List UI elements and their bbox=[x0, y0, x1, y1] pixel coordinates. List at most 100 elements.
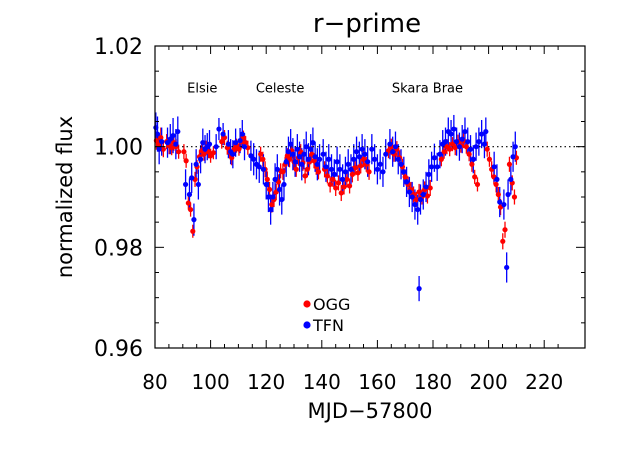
data-point-ogg bbox=[502, 227, 508, 233]
data-point-tfn bbox=[164, 140, 171, 146]
data-point-tfn bbox=[154, 131, 161, 137]
data-point-ogg bbox=[344, 176, 350, 182]
data-point-tfn bbox=[312, 154, 318, 160]
data-point-ogg bbox=[427, 185, 433, 191]
data-point-tfn bbox=[251, 156, 257, 162]
data-point-ogg bbox=[176, 149, 182, 155]
data-point-tfn bbox=[337, 166, 343, 172]
chart-title: r−prime bbox=[313, 9, 421, 39]
data-point-ogg bbox=[201, 151, 207, 157]
data-point-ogg bbox=[190, 228, 196, 234]
data-point-tfn bbox=[426, 171, 432, 177]
legend-marker-ogg bbox=[303, 300, 311, 308]
data-point-ogg bbox=[495, 191, 501, 198]
data-point-ogg bbox=[438, 156, 444, 162]
data-point-tfn bbox=[296, 154, 303, 160]
data-point-tfn bbox=[173, 141, 179, 147]
data-point-ogg bbox=[266, 186, 273, 193]
data-point-ogg bbox=[441, 149, 447, 155]
data-point-ogg bbox=[500, 238, 506, 244]
data-point-tfn bbox=[390, 149, 396, 155]
data-point-tfn bbox=[417, 196, 424, 203]
x-tick-label: 120 bbox=[247, 370, 285, 394]
x-tick-label: 80 bbox=[142, 370, 167, 394]
x-tick-label: 180 bbox=[414, 370, 452, 394]
legend: OGG TFN bbox=[303, 295, 350, 335]
data-point-tfn bbox=[248, 153, 254, 159]
data-point-tfn bbox=[182, 181, 189, 188]
data-point-tfn bbox=[465, 139, 471, 145]
data-point-tfn bbox=[451, 126, 457, 132]
data-point-tfn bbox=[200, 140, 206, 146]
data-point-tfn bbox=[420, 191, 426, 198]
data-point-ogg bbox=[349, 171, 355, 177]
data-point-ogg bbox=[293, 166, 299, 172]
data-point-tfn bbox=[237, 138, 243, 144]
data-point-ogg bbox=[304, 166, 310, 172]
data-point-tfn bbox=[314, 161, 320, 167]
data-point-tfn bbox=[512, 144, 518, 150]
data-point-tfn bbox=[501, 201, 507, 208]
data-point-ogg bbox=[402, 174, 408, 180]
data-point-tfn bbox=[326, 156, 332, 162]
x-tick-label: 200 bbox=[470, 370, 508, 394]
data-point-tfn bbox=[276, 186, 283, 193]
data-point-tfn bbox=[281, 181, 287, 188]
data-point-ogg bbox=[358, 163, 364, 169]
data-point-tfn bbox=[159, 139, 165, 145]
data-point-tfn bbox=[348, 166, 354, 172]
data-point-tfn bbox=[483, 128, 489, 135]
data-point-ogg bbox=[243, 140, 249, 146]
data-point-tfn bbox=[473, 144, 479, 150]
data-point-tfn bbox=[175, 128, 181, 135]
data-point-ogg bbox=[264, 176, 270, 182]
data-point-ogg bbox=[315, 169, 322, 175]
data-point-tfn bbox=[334, 159, 340, 165]
data-point-ogg bbox=[280, 169, 286, 175]
data-point-ogg bbox=[385, 148, 392, 154]
data-point-tfn bbox=[372, 156, 378, 162]
x-tick-label: 220 bbox=[525, 370, 563, 394]
data-point-ogg bbox=[347, 183, 353, 189]
data-point-tfn bbox=[241, 144, 248, 150]
data-point-tfn bbox=[356, 154, 362, 160]
data-point-tfn bbox=[412, 201, 418, 208]
data-point-ogg bbox=[338, 190, 344, 196]
data-point-ogg bbox=[463, 144, 469, 150]
y-tick-label: 1.00 bbox=[94, 136, 143, 161]
data-point-tfn bbox=[380, 169, 386, 175]
data-point-tfn bbox=[301, 151, 307, 157]
data-point-tfn bbox=[456, 144, 463, 150]
data-point-tfn bbox=[459, 136, 465, 142]
data-point-tfn bbox=[320, 151, 326, 157]
x-tick-label: 100 bbox=[192, 370, 230, 394]
data-point-ogg bbox=[469, 161, 475, 167]
data-point-tfn bbox=[454, 139, 460, 145]
data-point-tfn bbox=[170, 132, 176, 139]
data-point-ogg bbox=[355, 170, 361, 176]
data-point-tfn bbox=[256, 164, 262, 170]
data-point-tfn bbox=[299, 161, 305, 167]
data-point-tfn bbox=[362, 151, 368, 157]
data-point-tfn bbox=[395, 156, 401, 162]
data-point-tfn bbox=[429, 164, 435, 170]
data-point-ogg bbox=[260, 156, 266, 162]
data-point-tfn bbox=[153, 124, 159, 131]
x-axis-ticks: 80 100 120 140 160 180 200 220 bbox=[142, 46, 563, 394]
data-point-tfn bbox=[392, 144, 399, 150]
data-point-ogg bbox=[324, 173, 330, 179]
data-point-tfn bbox=[416, 286, 422, 292]
legend-marker-tfn bbox=[303, 321, 311, 329]
data-point-tfn bbox=[481, 141, 488, 147]
y-axis-ticks: 0.96 0.98 1.00 1.02 bbox=[94, 35, 585, 362]
data-point-ogg bbox=[486, 156, 493, 162]
data-point-tfn bbox=[383, 151, 389, 157]
data-point-ogg bbox=[210, 150, 216, 156]
data-point-tfn bbox=[292, 159, 298, 165]
data-point-tfn bbox=[197, 156, 204, 162]
data-point-tfn bbox=[345, 161, 351, 167]
data-point-tfn bbox=[409, 194, 415, 200]
data-point-tfn bbox=[505, 191, 511, 198]
